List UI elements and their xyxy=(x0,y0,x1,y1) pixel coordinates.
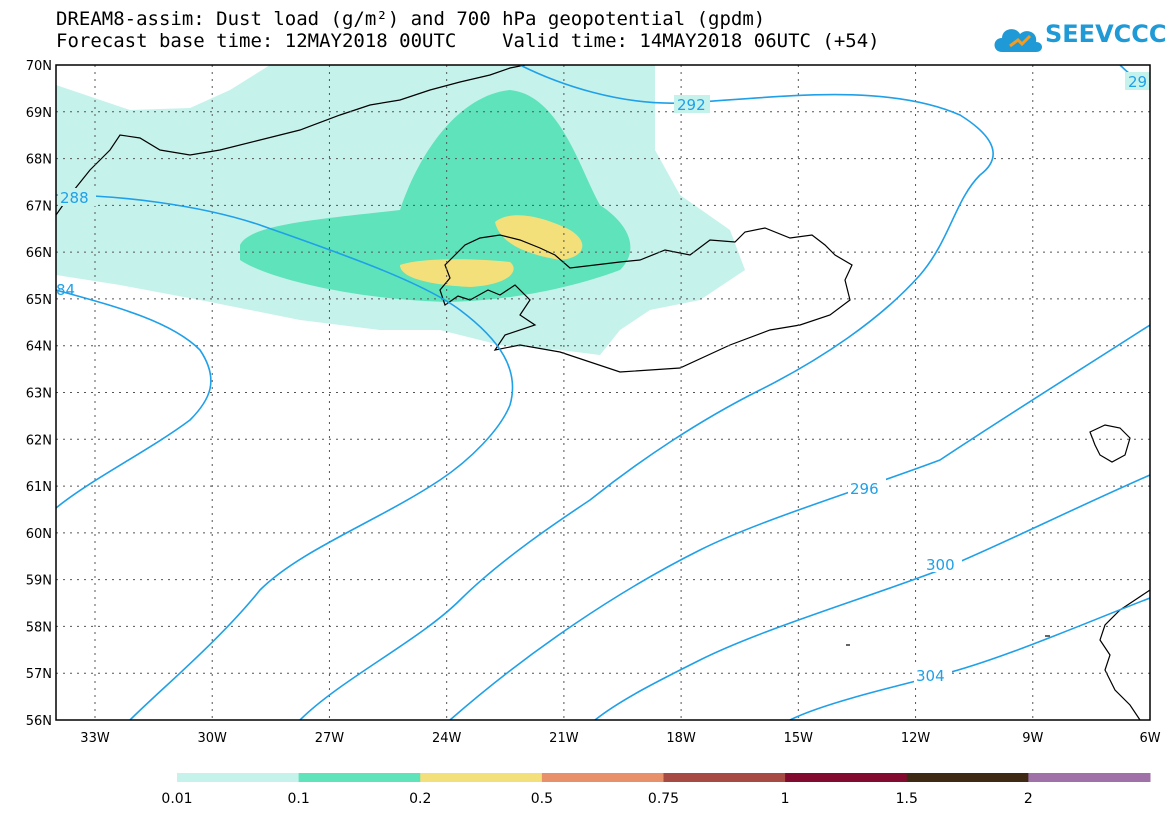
lat-label: 58N xyxy=(26,620,52,635)
lat-label: 64N xyxy=(26,340,52,355)
contour-label-296: 296 xyxy=(850,480,879,498)
lon-label: 30W xyxy=(198,731,228,746)
colorbar-swatch xyxy=(420,773,543,782)
lat-labels: 70N 69N 68N 67N 66N 65N 64N 63N 62N 61N 60N 59N 58N 5… xyxy=(26,59,52,729)
contour-label-300: 300 xyxy=(926,556,955,574)
lon-label: 9W xyxy=(1022,731,1043,746)
scotland-coast xyxy=(1099,589,1150,720)
colorbar-swatch xyxy=(785,773,908,782)
title-line-1: DREAM8-assim: Dust load (g/m²) and 700 h… xyxy=(56,8,766,30)
colorbar-label: 0.75 xyxy=(648,791,679,807)
colorbar-swatch xyxy=(177,773,300,782)
lat-label: 56N xyxy=(26,714,52,729)
colorbar-swatch xyxy=(1028,773,1151,782)
colorbar-label: 0.1 xyxy=(287,791,309,807)
dust-fields xyxy=(56,65,745,355)
logo-text: SEEVCCC xyxy=(1045,20,1167,48)
contour-288 xyxy=(56,194,514,720)
lat-label: 63N xyxy=(26,387,52,402)
colorbar-label: 0.2 xyxy=(409,791,431,807)
colorbar-label: 1.5 xyxy=(896,791,918,807)
lat-label: 70N xyxy=(26,59,52,74)
lon-label: 27W xyxy=(315,731,345,746)
greenland-coast xyxy=(56,65,526,216)
contour-label-288: 288 xyxy=(60,189,89,207)
contour-label-304: 304 xyxy=(916,667,945,685)
lat-label: 68N xyxy=(26,153,52,168)
faroe-coast xyxy=(1089,424,1131,463)
contour-300 xyxy=(594,474,1150,720)
lat-label: 61N xyxy=(26,480,52,495)
contour-296 xyxy=(449,324,1150,720)
lon-labels: 33W 30W 27W 24W 21W 18W 15W 12W 9W 6W xyxy=(80,731,1160,746)
contour-label-292: 292 xyxy=(677,96,706,114)
contour-284 xyxy=(56,289,212,509)
colorbar-swatch xyxy=(298,773,421,782)
lat-label: 62N xyxy=(26,433,52,448)
lat-label: 65N xyxy=(26,293,52,308)
lat-label: 59N xyxy=(26,574,52,589)
colorbar-label: 0.01 xyxy=(161,791,192,807)
lat-label: 60N xyxy=(26,527,52,542)
contour-labels: 292 29 288 84 296 300 304 xyxy=(56,72,1150,685)
lon-label: 21W xyxy=(549,731,579,746)
colorbar-label: 2 xyxy=(1024,791,1033,807)
iceland-coast xyxy=(439,227,853,373)
lon-label: 33W xyxy=(80,731,110,746)
lat-label: 66N xyxy=(26,246,52,261)
colorbar-swatch xyxy=(663,773,786,782)
colorbar-label: 0.5 xyxy=(531,791,553,807)
lon-label: 12W xyxy=(901,731,931,746)
colorbar-label: 1 xyxy=(781,791,790,807)
title-line-2: Forecast base time: 12MAY2018 00UTC Vali… xyxy=(56,30,880,52)
lat-label: 57N xyxy=(26,667,52,682)
dust-region-0.2 xyxy=(400,259,514,287)
gridlines xyxy=(56,65,1150,720)
contour-label-84: 84 xyxy=(56,281,75,299)
contour-292 xyxy=(299,65,994,720)
lon-label: 24W xyxy=(432,731,462,746)
colorbar-swatch xyxy=(541,773,664,782)
lat-label: 69N xyxy=(26,106,52,121)
lat-label: 67N xyxy=(26,199,52,214)
lon-label: 18W xyxy=(666,731,696,746)
lon-label: 15W xyxy=(784,731,814,746)
geopotential-contours xyxy=(56,65,1150,720)
dust-region-0.2b xyxy=(495,215,583,260)
colorbar-swatch xyxy=(906,773,1029,782)
contour-304 xyxy=(789,597,1150,720)
lon-label: 6W xyxy=(1139,731,1160,746)
coastlines xyxy=(56,65,1150,720)
contour-label-29: 29 xyxy=(1128,73,1147,91)
cloud-icon xyxy=(994,29,1042,52)
colorbar: 0.01 0.1 0.2 0.5 0.75 1 1.5 2 xyxy=(161,773,1151,807)
map-frame xyxy=(55,64,1151,721)
